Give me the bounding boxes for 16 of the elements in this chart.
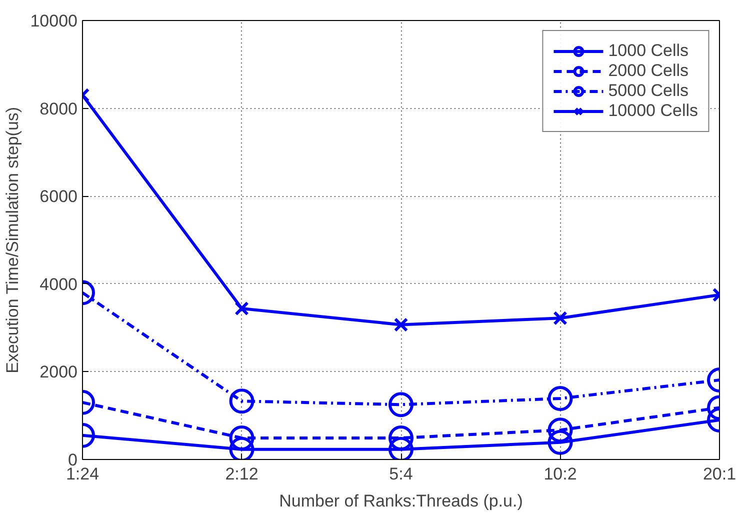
- legend-label: 1000 Cells: [608, 41, 689, 61]
- y-tick-label: 10000: [30, 12, 78, 30]
- x-axis-title: Number of Ranks:Threads (p.u.): [279, 492, 523, 510]
- y-tick-label: 2000: [40, 362, 78, 382]
- y-tick-label: 6000: [40, 187, 78, 206]
- x-tick-label: 20:1: [702, 464, 736, 484]
- x-tick-label: 5:4: [389, 464, 413, 484]
- x-tick-label: 1:24: [66, 464, 100, 484]
- x-tick-label: 2:12: [225, 464, 258, 484]
- x-tick-label: 10:2: [544, 464, 577, 484]
- y-tick-label: 4000: [40, 274, 78, 294]
- y-axis-title: Execution Time/Simulation step(us): [3, 106, 22, 374]
- legend-label: 5000 Cells: [608, 81, 689, 101]
- y-tick-label: 8000: [40, 99, 78, 118]
- legend-label: 10000 Cells: [608, 101, 698, 121]
- legend-label: 2000 Cells: [608, 61, 689, 81]
